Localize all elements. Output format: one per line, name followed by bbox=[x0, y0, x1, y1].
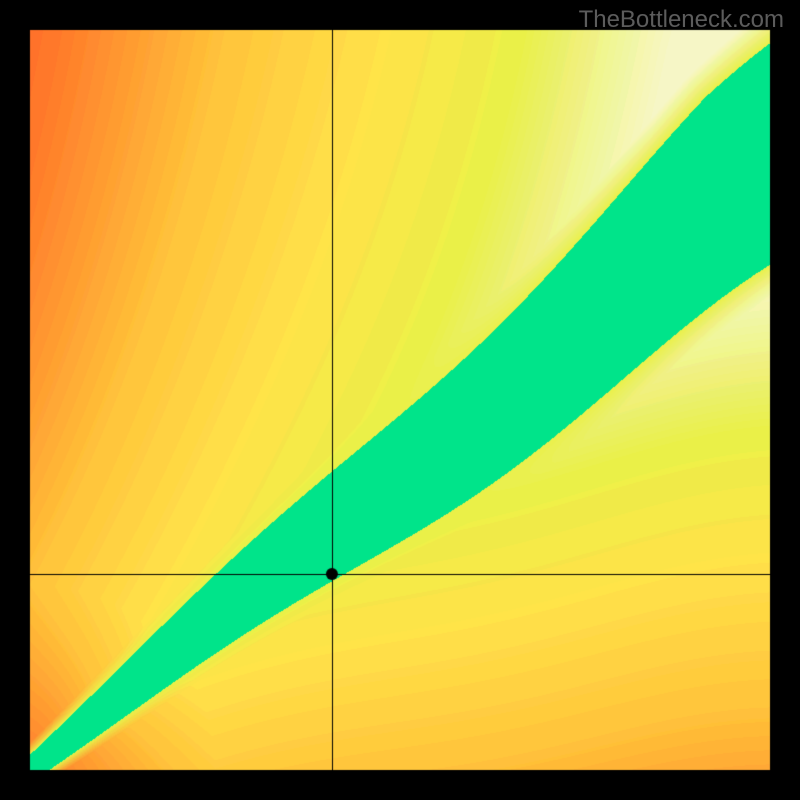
chart-container: { "watermark": { "text": "TheBottleneck.… bbox=[0, 0, 800, 800]
bottleneck-heatmap bbox=[0, 0, 800, 800]
watermark-text: TheBottleneck.com bbox=[579, 6, 784, 34]
